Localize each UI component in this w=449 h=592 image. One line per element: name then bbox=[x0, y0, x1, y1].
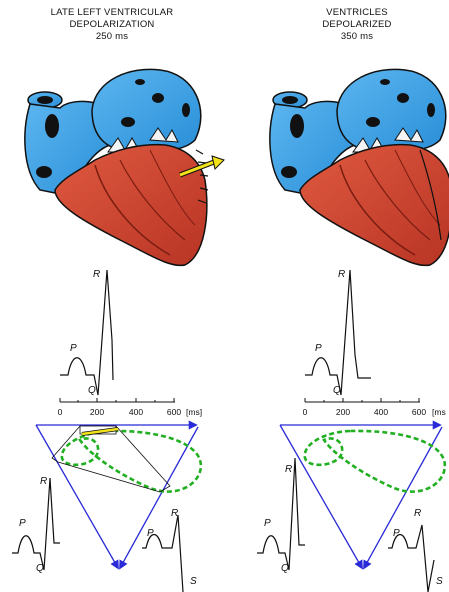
right-title-line2: DEPOLARIZED bbox=[322, 19, 391, 30]
right-einthoven-triangle bbox=[279, 420, 443, 570]
left-lead1-r-label: R bbox=[40, 476, 47, 487]
depolarization-vector-arrow bbox=[179, 160, 215, 177]
right-ecg-r-label: R bbox=[338, 269, 345, 280]
right-lead1-p-label: P bbox=[264, 518, 271, 529]
right-panel-title: VENTRICLES DEPOLARIZED 350 ms bbox=[322, 7, 391, 42]
right-heart-illustration bbox=[269, 68, 449, 267]
left-lead1-p-label: P bbox=[19, 518, 26, 529]
right-lead3-s-label: S bbox=[436, 576, 443, 587]
left-heart-illustration bbox=[24, 68, 225, 267]
left-ecg-q-label: Q bbox=[88, 385, 96, 396]
left-panel-title: LATE LEFT VENTRICULAR DEPOLARIZATION 250… bbox=[51, 7, 174, 42]
right-lead1-q-label: Q bbox=[281, 563, 289, 574]
right-axis-unit: [ms bbox=[432, 407, 446, 417]
left-tick-400: 400 bbox=[129, 407, 143, 417]
left-ecg-r-label: R bbox=[93, 269, 100, 280]
left-vector-loop bbox=[51, 425, 203, 493]
ventricles-icon bbox=[54, 143, 208, 267]
right-tick-0: 0 bbox=[303, 407, 308, 417]
left-time-axis: 0 200 400 600 [ms] bbox=[58, 398, 202, 417]
left-lead3-r-label: R bbox=[171, 508, 178, 519]
left-title-line3: 250 ms bbox=[96, 31, 128, 42]
left-title-line1: LATE LEFT VENTRICULAR bbox=[51, 7, 174, 18]
wavefront-marks bbox=[195, 149, 209, 204]
right-title-line3: 350 ms bbox=[341, 31, 373, 42]
right-ecg-trace: P Q R bbox=[305, 269, 371, 396]
left-tick-0: 0 bbox=[58, 407, 63, 417]
right-lead1-r-label: R bbox=[285, 464, 292, 475]
right-time-axis: 0 200 400 600 [ms bbox=[303, 398, 446, 417]
left-title-line2: DEPOLARIZATION bbox=[70, 19, 155, 30]
left-ecg-trace: P Q R bbox=[60, 269, 114, 396]
right-ecg-q-label: Q bbox=[333, 385, 341, 396]
right-lead-traces: P Q R P R S bbox=[257, 457, 443, 592]
right-tick-600: 600 bbox=[412, 407, 426, 417]
left-ecg-p-label: P bbox=[70, 343, 77, 354]
right-lead3-p-label: P bbox=[393, 528, 400, 539]
left-lead3-s-label: S bbox=[190, 576, 197, 587]
right-lead3-r-label: R bbox=[414, 508, 421, 519]
left-axis-unit: [ms] bbox=[186, 407, 202, 417]
left-loop-vector-arrow bbox=[81, 427, 119, 436]
left-lead-traces: P Q R P R S bbox=[12, 476, 197, 592]
right-tick-200: 200 bbox=[336, 407, 350, 417]
left-lead1-q-label: Q bbox=[36, 563, 44, 574]
left-tick-600: 600 bbox=[167, 407, 181, 417]
right-vector-loop bbox=[303, 429, 447, 493]
left-lead3-p-label: P bbox=[147, 528, 154, 539]
ventricles-icon bbox=[299, 143, 449, 267]
left-tick-200: 200 bbox=[90, 407, 104, 417]
right-title-line1: VENTRICLES bbox=[326, 7, 388, 18]
right-ecg-p-label: P bbox=[315, 343, 322, 354]
left-einthoven-triangle bbox=[35, 420, 199, 570]
right-tick-400: 400 bbox=[374, 407, 388, 417]
